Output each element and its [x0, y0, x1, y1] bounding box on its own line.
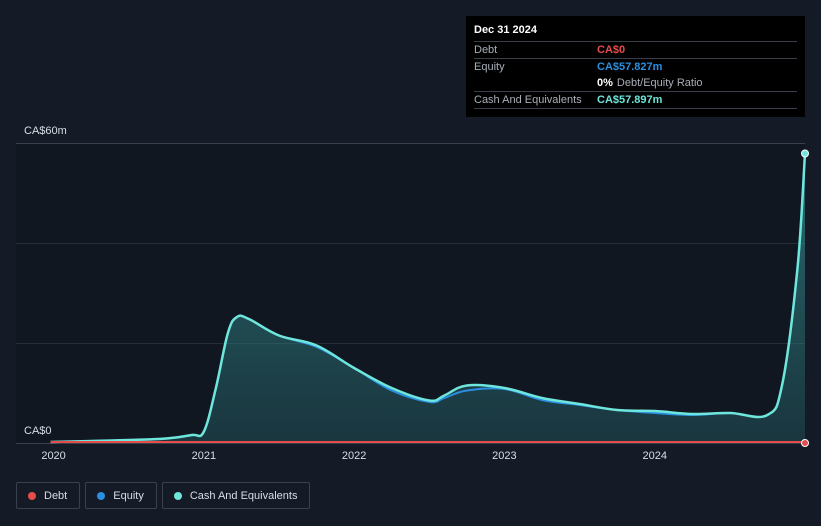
cash-area-fill: [50, 153, 806, 443]
tooltip-ratio-value: 0%: [597, 77, 613, 89]
tooltip-debt-label: Debt: [474, 44, 498, 56]
tooltip-cash-value: CA$57.897m: [597, 94, 663, 106]
legend-dot-equity: [97, 491, 106, 500]
tooltip-equity-label: Equity: [474, 61, 505, 73]
tooltip-ratio-label: Debt/Equity Ratio: [616, 77, 703, 89]
plot-background: [16, 143, 805, 443]
tooltip-row-debt: Debt CA$0: [474, 41, 797, 58]
tooltip-row-equity: Equity CA$57.827m: [474, 58, 797, 75]
x-tick-label-2023: 2023: [492, 450, 517, 462]
legend-item-equity[interactable]: Equity: [85, 482, 157, 509]
tooltip-equity-value: CA$57.827m: [597, 61, 663, 73]
cash-end-point: [801, 149, 809, 158]
legend-dot-cash: [173, 491, 182, 500]
tooltip-cash-label: Cash And Equivalents: [474, 94, 582, 106]
x-tick-label-2021: 2021: [191, 450, 217, 462]
x-tick-label-2022: 2022: [341, 450, 367, 462]
x-tick-label-2020: 2020: [41, 450, 66, 462]
legend-dot-debt: [28, 491, 36, 500]
legend-label-equity: Equity: [113, 489, 144, 502]
tooltip-row-ratio: 0% Debt/Equity Ratio: [474, 75, 797, 91]
tooltip-ratio-spacer: [474, 75, 597, 91]
y-axis-max-label: CA$60m: [24, 125, 67, 137]
debt-end-point: [801, 439, 809, 447]
tooltip-bottom-rule: [474, 108, 797, 110]
tooltip-date: Dec 31 2024: [474, 24, 537, 36]
legend-label-debt: Debt: [44, 489, 68, 502]
data-tooltip: Dec 31 2024 Debt CA$0 Equity CA$57.827m …: [466, 16, 805, 117]
tooltip-row-cash: Cash And Equivalents CA$57.897m: [474, 91, 797, 108]
legend-item-cash[interactable]: Cash And Equivalents: [161, 482, 311, 509]
legend-label-cash: Cash And Equivalents: [189, 489, 298, 502]
y-axis-min-label: CA$0: [24, 425, 52, 437]
legend-item-debt[interactable]: Debt: [16, 482, 81, 509]
tooltip-debt-value: CA$0: [597, 44, 626, 56]
x-tick-label-2024: 2024: [642, 450, 667, 462]
chart-legend: Debt Equity Cash And Equivalents: [16, 482, 311, 509]
cash-series-line: [50, 153, 807, 444]
